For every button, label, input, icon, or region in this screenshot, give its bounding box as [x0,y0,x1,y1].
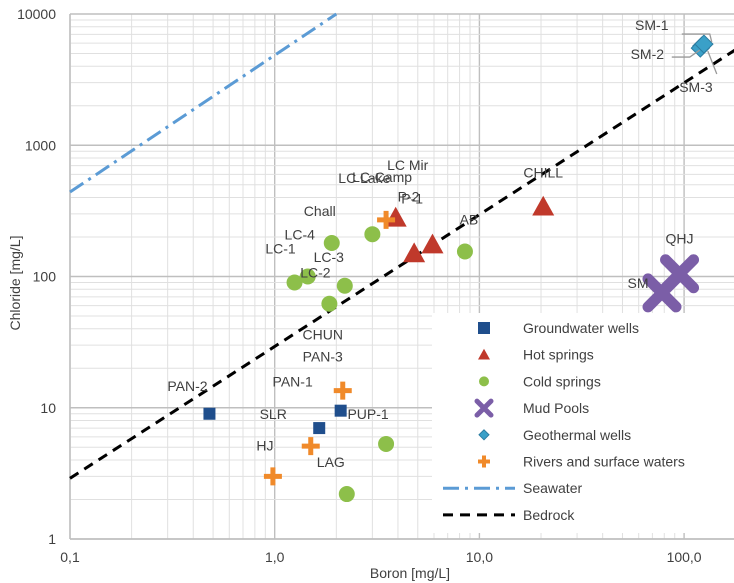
point-label: CHILL [523,165,563,181]
y-tick-label: 10 [40,400,56,416]
axis-ticks: 0,1 1,0 10,0 100,0 1 10 100 1000 10000 [17,6,702,565]
bedrock-line [69,48,734,480]
legend-swatch [478,322,490,334]
seawater-line [69,12,338,194]
groundwater-wells-marker [334,404,347,417]
groundwater-wells-marker [313,422,326,435]
point-label: LC Lake [338,170,390,186]
rivers-and-surface-waters-marker [333,381,352,400]
cold-springs-marker [299,268,316,285]
point-label: HJ [256,437,273,453]
point-label: CHUN [303,327,343,343]
point-label: LC-Camp [352,169,412,185]
point-label: LC-1 [265,241,296,257]
point-label: SM-1 [635,17,669,33]
y-axis-title: Chloride [mg/L] [7,236,23,331]
legend-swatch [478,348,490,360]
legend-label: Bedrock [523,507,575,523]
reference-lines [69,12,734,480]
cold-springs-marker [286,274,303,291]
point-label: SM-3 [679,79,713,95]
legend-label: Mud Pools [523,400,589,416]
cold-springs-marker [338,486,355,503]
point-label: SM-2 [631,46,665,62]
hot-springs-marker [421,233,444,254]
legend: Groundwater wells Hot springs Cold springs… [432,313,734,533]
y-tick-label: 1 [48,531,56,547]
x-axis-title: Boron [mg/L] [370,565,450,581]
point-label: PAN-3 [303,349,343,365]
point-label: SLR [260,406,287,422]
point-label: QHJ [666,231,694,247]
legend-label: Cold springs [523,373,601,389]
x-tick-label: 100,0 [667,549,702,565]
geothermal-wells-marker [694,34,714,54]
legend-swatch [478,429,490,441]
x-tick-label: 1,0 [265,549,285,565]
legend-swatch [478,455,490,468]
point-labels: PAN-2 PAN-1 SLR HJ CHUN PAN-3 PUP-1 LAG LC-1LC-4… [167,17,718,470]
sm-2-leader [671,49,701,58]
mud-pools-marker [660,254,700,294]
point-label: LC Mir [387,157,429,173]
rivers-and-surface-waters-marker [263,467,282,486]
cold-springs-marker [323,234,340,251]
point-label: PUP-1 [347,406,388,422]
y-tick-label: 100 [33,269,57,285]
point-label: PAN-2 [167,378,207,394]
legend-label: Seawater [523,480,582,496]
sm-3-leader [707,50,718,75]
y-tick-label: 1000 [25,137,56,153]
rivers-and-surface-waters-marker [377,210,396,229]
point-label: LC-2 [300,265,331,281]
rivers-and-surface-waters-marker [301,437,320,456]
sm-1-leader [681,33,713,43]
point-label: AB [460,212,479,228]
point-label: Chall [304,203,336,219]
legend-label: Groundwater wells [523,320,639,336]
hot-springs-marker [403,242,426,263]
cold-springs-marker [456,243,473,260]
groundwater-wells-marker [203,407,216,420]
legend-label: Rivers and surface waters [523,454,685,470]
hot-springs-marker [532,195,555,216]
cold-springs-marker [321,295,338,312]
point-label: LAG [317,454,345,470]
point-label: SM [628,275,649,291]
point-label: P-1 [401,190,423,206]
point-label: LC-3 [314,249,345,265]
cold-springs-marker [378,435,395,452]
legend-label: Hot springs [523,347,594,363]
point-label: P-2 [398,189,420,205]
point-label: LC-4 [285,227,316,243]
x-tick-label: 0,1 [60,549,80,565]
legend-swatch [474,398,494,418]
cold-springs-marker [364,226,381,243]
data-points [203,34,714,503]
point-label: PAN-1 [273,374,313,390]
cold-springs-marker [336,277,353,294]
legend-label: Geothermal wells [523,427,631,443]
y-tick-label: 10000 [17,6,56,22]
x-tick-label: 10,0 [466,549,493,565]
legend-box [432,313,734,533]
legend-swatch [479,376,489,387]
